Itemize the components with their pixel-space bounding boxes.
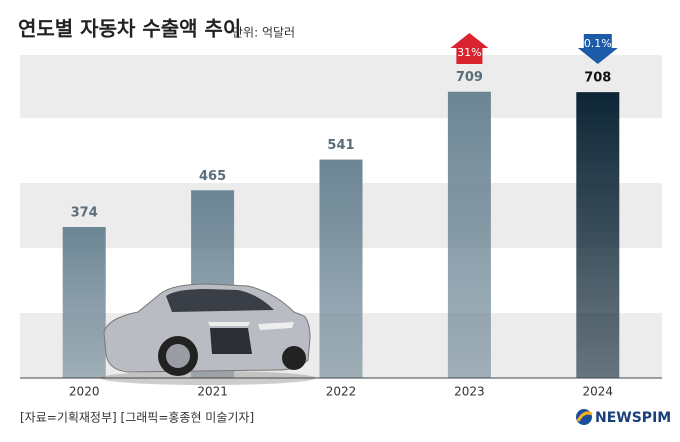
chart-title: 연도별 자동차 수출액 추이 xyxy=(18,17,241,41)
chart-subtitle: 단위: 억달러 xyxy=(232,26,295,40)
change-label: 0.1% xyxy=(584,37,612,50)
value-label: 708 xyxy=(584,71,611,86)
value-label: 709 xyxy=(456,70,483,85)
car-headlight xyxy=(258,322,294,330)
car-headlight xyxy=(208,322,250,326)
bar xyxy=(576,92,620,379)
value-label: 465 xyxy=(199,169,226,184)
source: [자료=기획재정부] [그래픽=홍종현 미술기자] xyxy=(20,411,254,425)
change-arrow xyxy=(577,34,618,64)
car-illustration xyxy=(100,283,316,385)
logo-swoosh xyxy=(576,411,593,422)
logo-text: NEWSPIM xyxy=(595,410,671,426)
bar xyxy=(447,91,491,379)
value-label: 541 xyxy=(327,138,354,153)
bars: 374 465 541 709 708 xyxy=(62,70,620,379)
x-tick-label: 2020 xyxy=(69,385,100,399)
bar xyxy=(319,159,363,378)
change-label: 31% xyxy=(457,46,481,59)
value-label: 374 xyxy=(71,205,98,220)
car-window xyxy=(166,289,274,312)
car-rim xyxy=(166,344,190,368)
logo: NEWSPIM xyxy=(576,409,671,426)
x-tick-label: 2024 xyxy=(583,385,614,399)
band xyxy=(20,55,662,118)
car-wheel xyxy=(282,346,306,370)
change-arrow xyxy=(450,33,489,64)
car-grille xyxy=(210,328,252,354)
bar xyxy=(62,226,106,378)
x-tick-label: 2021 xyxy=(197,385,228,399)
x-tick-label: 2022 xyxy=(326,385,357,399)
x-tick-label: 2023 xyxy=(454,385,485,399)
logo-icon xyxy=(576,409,592,425)
